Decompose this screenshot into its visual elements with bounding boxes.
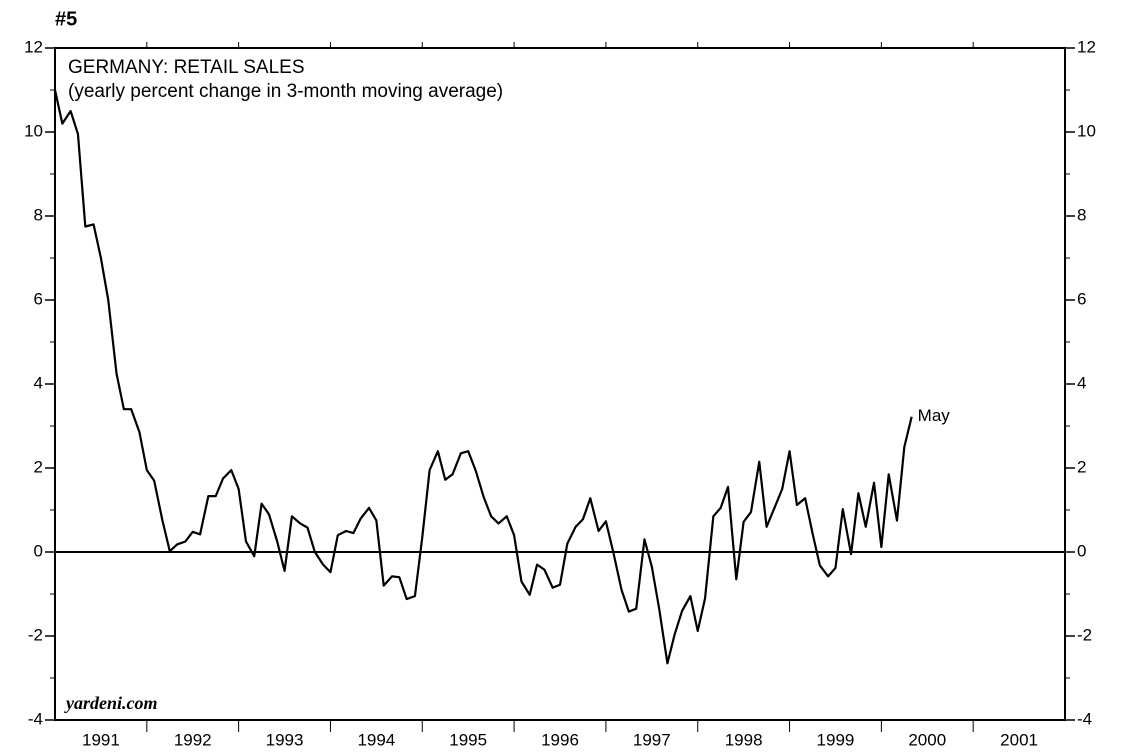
x-tick-label: 1992 [174, 730, 212, 749]
badge: #5 [55, 8, 77, 30]
y-tick-label: 10 [24, 121, 43, 140]
y2-tick-label: -4 [1077, 709, 1092, 728]
y-tick-label: 12 [24, 37, 43, 56]
x-tick-label: 1995 [449, 730, 487, 749]
source: yardeni.com [64, 693, 158, 713]
y2-tick-label: -2 [1077, 625, 1092, 644]
x-tick-label: 2001 [1000, 730, 1038, 749]
annotation: May [918, 406, 951, 425]
y-tick-label: 8 [34, 205, 43, 224]
y2-tick-label: 0 [1077, 541, 1086, 560]
x-tick-label: 1996 [541, 730, 579, 749]
x-tick-label: 2000 [908, 730, 946, 749]
y-tick-label: 6 [34, 289, 43, 308]
plot-frame [54, 47, 1066, 721]
y2-tick-label: 8 [1077, 205, 1086, 224]
chart-subtitle: (yearly percent change in 3-month moving… [68, 81, 503, 102]
y2-tick-label: 12 [1077, 37, 1096, 56]
x-tick-label: 1998 [725, 730, 763, 749]
y2-tick-label: 4 [1077, 373, 1086, 392]
x-tick-label: 1991 [82, 730, 120, 749]
x-tick-label: 1994 [357, 730, 395, 749]
y2-tick-label: 2 [1077, 457, 1086, 476]
y-tick-label: 0 [34, 541, 43, 560]
y-tick-label: 4 [34, 373, 43, 392]
x-tick-label: 1993 [266, 730, 304, 749]
y2-tick-label: 6 [1077, 289, 1086, 308]
data-line [53, 89, 913, 665]
x-tick-label: 1997 [633, 730, 671, 749]
y-tick-label: -2 [28, 625, 43, 644]
chart-title: GERMANY: RETAIL SALES [68, 57, 305, 78]
y-tick-label: 2 [34, 457, 43, 476]
y2-tick-label: 10 [1077, 121, 1096, 140]
x-tick-label: 1999 [817, 730, 855, 749]
y-tick-label: -4 [28, 709, 43, 728]
